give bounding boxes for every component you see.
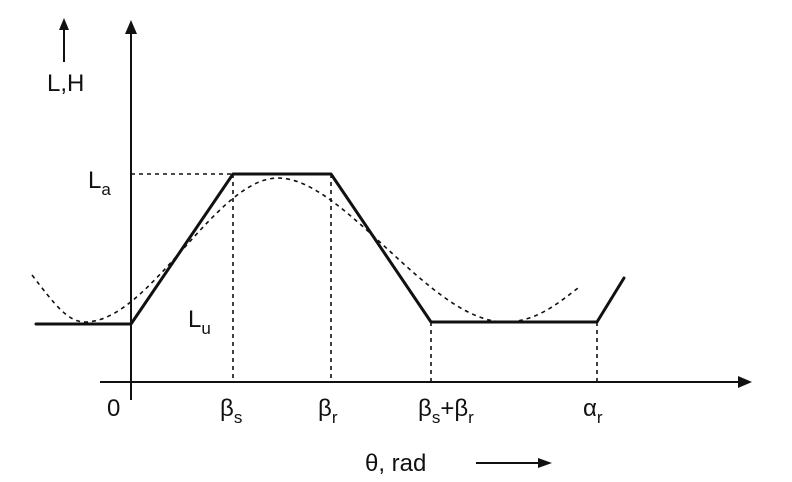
x-axis-arrowhead [738, 376, 752, 388]
y-axis-arrowhead [125, 20, 137, 34]
sinusoidal-curve [31, 177, 579, 323]
la-label: La [88, 167, 111, 199]
x-tick-beta-s: βs [220, 395, 242, 427]
y-axis-label: L,H [47, 70, 84, 97]
trapezoidal-profile [34, 172, 626, 326]
x-tick-beta-s-plus-beta-r: βs+βr [418, 395, 474, 427]
x-label-arrowhead [538, 458, 552, 468]
lu-label: Lu [188, 306, 211, 338]
y-label-arrowhead [59, 18, 69, 30]
x-tick-beta-r: βr [318, 395, 338, 427]
x-tick-origin: 0 [107, 395, 120, 422]
x-axis-label: θ, rad [365, 450, 426, 477]
x-tick-alpha-r: αr [583, 395, 603, 427]
